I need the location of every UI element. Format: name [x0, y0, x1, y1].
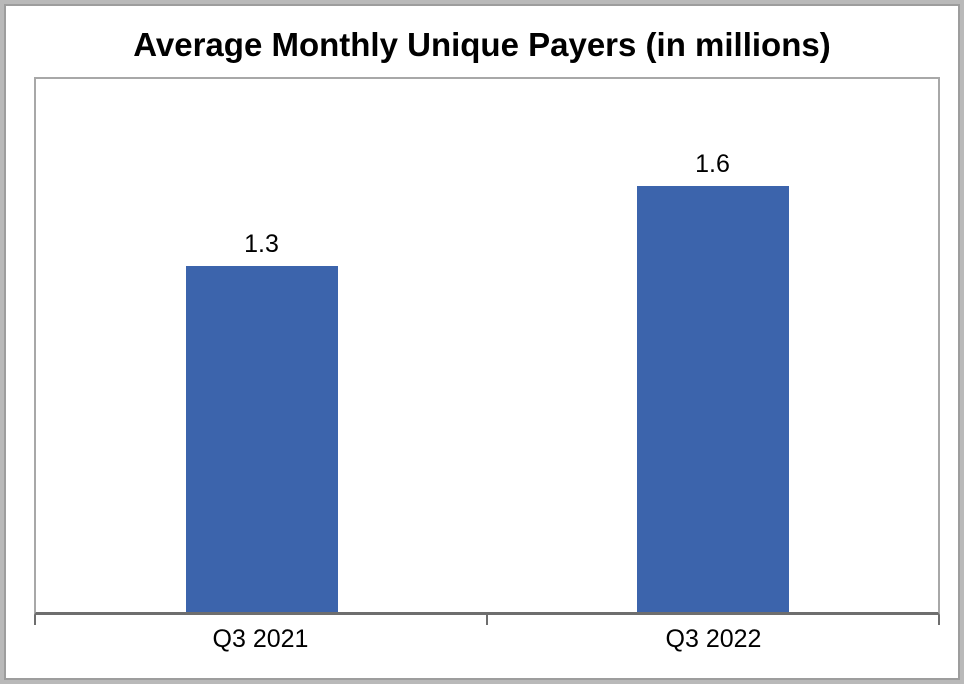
x-axis-labels: Q3 2021 Q3 2022: [34, 624, 940, 654]
data-label-q3-2021: 1.3: [244, 230, 279, 258]
x-axis-label-q3-2022: Q3 2022: [665, 625, 762, 653]
chart-title: Average Monthly Unique Payers (in millio…: [133, 26, 831, 63]
bar-q3-2021: [185, 266, 338, 612]
bar-group-q3-2021: 1.3: [36, 79, 487, 612]
plot-area: 1.3 1.6: [34, 77, 940, 625]
axis-tick-right: [938, 615, 940, 625]
x-axis-label-q3-2021: Q3 2021: [212, 625, 309, 653]
bar-q3-2022: [636, 186, 789, 612]
axis-tick-center: [486, 615, 488, 625]
axis-tick-left: [34, 615, 36, 625]
bar-group-q3-2022: 1.6: [487, 79, 938, 612]
data-label-q3-2022: 1.6: [695, 150, 730, 178]
